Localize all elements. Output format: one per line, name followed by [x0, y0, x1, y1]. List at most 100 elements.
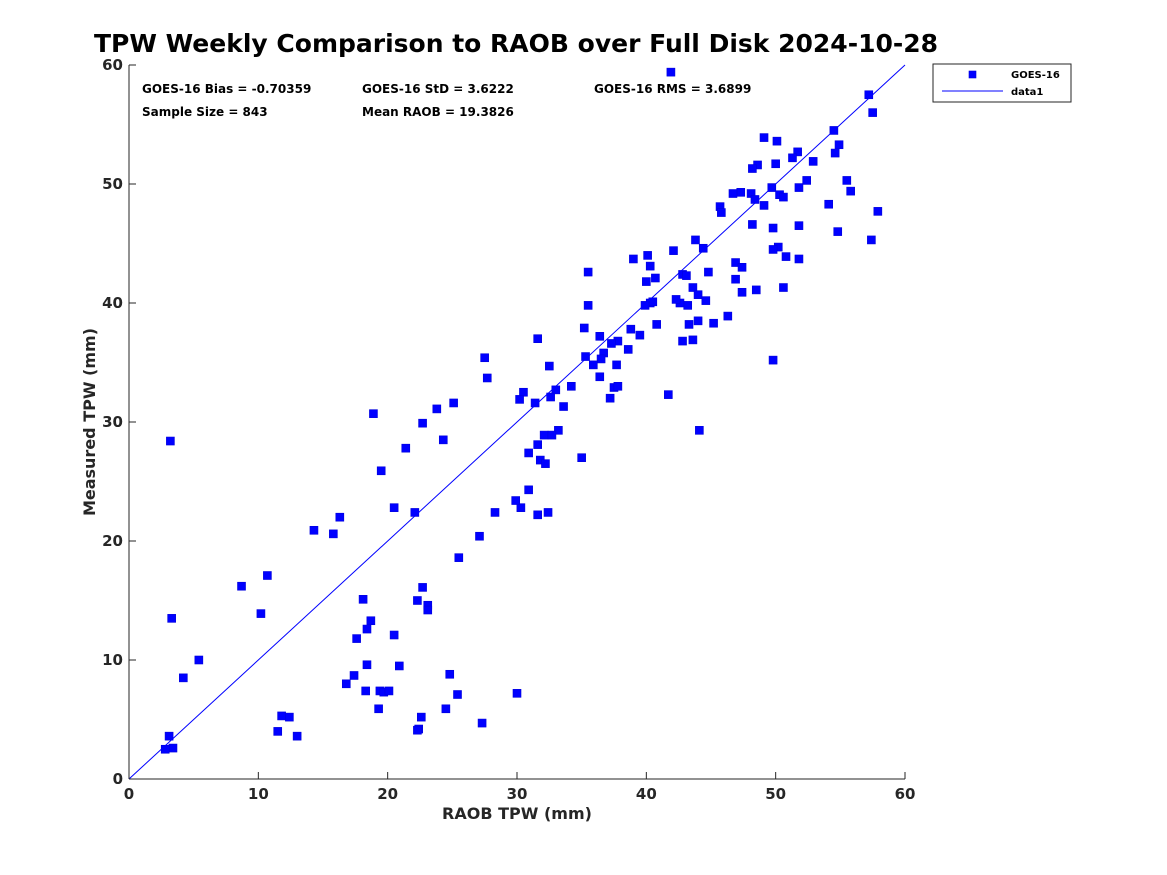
data-point: [583, 301, 593, 310]
data-point: [361, 686, 370, 696]
data-point: [737, 262, 747, 272]
data-point: [449, 398, 458, 408]
data-point: [867, 235, 876, 245]
data-point: [736, 188, 746, 197]
data-point: [524, 448, 533, 458]
data-point: [612, 360, 621, 370]
data-point: [626, 324, 636, 334]
data-point: [794, 183, 804, 192]
data-point: [516, 503, 526, 512]
data-point: [794, 254, 804, 264]
y-tick-label: 60: [102, 56, 123, 74]
data-point: [277, 711, 286, 721]
x-tick-label: 20: [377, 785, 398, 803]
x-tick-label: 50: [765, 785, 786, 803]
x-tick-label: 30: [507, 785, 528, 803]
data-point: [868, 108, 877, 117]
legend: GOES-16 data1: [932, 63, 1072, 103]
data-points-layer: [160, 67, 883, 754]
data-point: [384, 686, 394, 696]
data-point: [788, 153, 797, 163]
y-tick-label: 20: [102, 532, 123, 550]
data-point: [737, 287, 747, 297]
data-point: [256, 609, 266, 618]
data-point: [164, 731, 174, 741]
data-point: [533, 440, 542, 449]
x-tick-label: 40: [636, 785, 657, 803]
data-point: [688, 335, 698, 345]
data-point: [688, 283, 698, 292]
data-point: [779, 283, 788, 292]
data-point: [490, 508, 500, 517]
data-point: [416, 712, 426, 722]
data-point: [445, 669, 455, 679]
data-point: [477, 718, 487, 728]
data-point: [401, 443, 411, 453]
data-point: [695, 426, 704, 435]
x-tick-label: 60: [895, 785, 916, 803]
data-point: [309, 525, 319, 535]
data-point: [750, 195, 760, 204]
data-point: [167, 614, 176, 623]
data-point: [748, 164, 757, 173]
data-point: [432, 404, 442, 414]
data-point: [533, 334, 542, 344]
data-point: [731, 274, 740, 284]
data-point: [684, 320, 694, 329]
std-stat: GOES-16 StD = 3.6222: [362, 82, 514, 96]
data-point: [834, 140, 844, 150]
data-point: [362, 624, 372, 634]
data-point: [475, 531, 484, 541]
legend-box: [932, 63, 1072, 103]
data-point: [768, 245, 778, 254]
data-point: [546, 392, 555, 402]
data-point: [395, 661, 404, 671]
y-tick-label: 30: [102, 413, 123, 431]
data-point: [643, 251, 652, 260]
data-point: [704, 267, 713, 277]
data-point: [441, 704, 451, 714]
data-point: [577, 453, 586, 463]
data-point: [554, 426, 563, 435]
data-point: [533, 510, 542, 520]
data-point: [701, 296, 711, 305]
rms-stat: GOES-16 RMS = 3.6899: [594, 82, 751, 96]
data-point: [864, 90, 874, 100]
data-point: [794, 221, 804, 230]
legend-label-goes16: GOES-16: [1011, 70, 1060, 81]
data-point: [759, 133, 769, 142]
y-tick-label: 0: [113, 770, 123, 788]
data-point: [524, 485, 533, 495]
data-point: [623, 345, 633, 354]
data-point: [559, 402, 568, 411]
data-point: [581, 352, 590, 361]
data-point: [389, 630, 399, 640]
data-point: [682, 271, 691, 280]
data-point: [678, 336, 687, 346]
chart-title: TPW Weekly Comparison to RAOB over Full …: [94, 29, 938, 58]
data-point: [669, 246, 678, 255]
data-point: [349, 671, 359, 680]
data-point: [751, 285, 761, 295]
data-point: [541, 459, 550, 468]
data-point: [808, 157, 818, 166]
data-point: [595, 332, 605, 341]
data-point: [285, 712, 294, 722]
data-point: [389, 503, 399, 512]
data-point: [605, 393, 615, 403]
data-point: [846, 186, 855, 196]
data-point: [551, 385, 561, 395]
y-tick-label: 40: [102, 294, 123, 312]
data-point: [793, 147, 802, 157]
data-point: [645, 261, 655, 271]
data-point: [335, 512, 345, 522]
data-point: [454, 553, 464, 562]
data-point: [717, 208, 726, 217]
data-point: [802, 176, 812, 185]
data-point: [166, 436, 175, 446]
data-point: [519, 387, 528, 397]
data-point: [567, 381, 576, 391]
data-point: [341, 679, 351, 689]
data-point: [629, 254, 638, 264]
